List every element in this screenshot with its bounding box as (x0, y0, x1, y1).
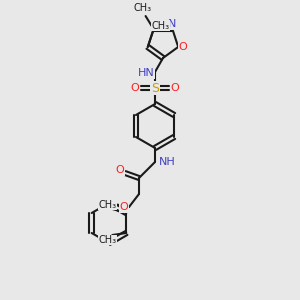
Text: O: O (171, 83, 179, 93)
Text: CH₃: CH₃ (98, 235, 116, 245)
Text: O: O (179, 42, 188, 52)
Text: O: O (130, 83, 140, 93)
Text: O: O (116, 165, 124, 175)
Text: CH₃: CH₃ (152, 21, 170, 31)
Text: S: S (151, 82, 159, 94)
Text: NH: NH (159, 157, 176, 167)
Text: O: O (120, 202, 128, 212)
Text: CH₃: CH₃ (134, 3, 152, 13)
Text: N: N (168, 19, 177, 29)
Text: CH₃: CH₃ (98, 200, 116, 210)
Text: HN: HN (138, 68, 154, 78)
